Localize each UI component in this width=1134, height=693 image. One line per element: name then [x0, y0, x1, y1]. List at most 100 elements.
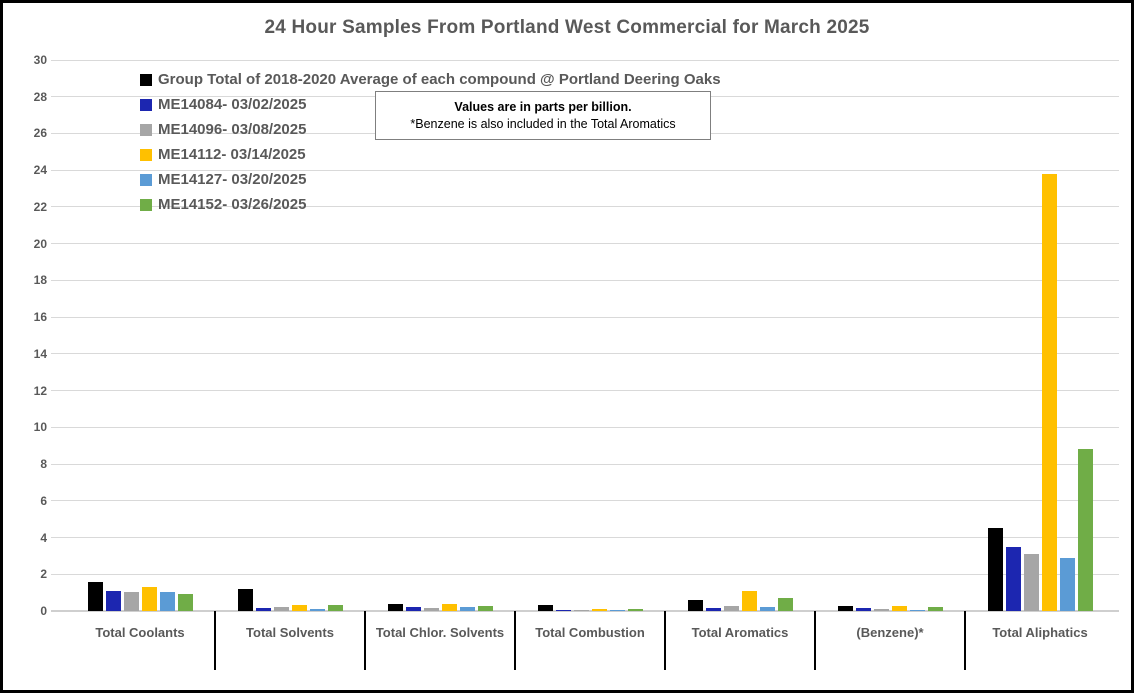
- bar-me14112: [141, 587, 157, 611]
- bar-me14152: [777, 598, 793, 611]
- y-gridline: [51, 463, 1119, 465]
- x-axis-category-label: Total Solvents: [246, 625, 334, 640]
- y-gridline: [51, 59, 1119, 61]
- bar-group: [237, 588, 253, 611]
- bar-group: [87, 581, 103, 611]
- bar-me14096: [1023, 554, 1039, 611]
- category-divider: [364, 611, 366, 670]
- bar-me14152: [927, 607, 943, 611]
- legend-item: ME14096- 03/08/2025: [140, 117, 721, 142]
- legend: Group Total of 2018-2020 Average of each…: [140, 67, 721, 217]
- y-gridline: [51, 390, 1119, 392]
- bar-me14096: [873, 609, 889, 611]
- y-axis-tick-label: 16: [33, 310, 47, 325]
- category-divider: [514, 611, 516, 670]
- bar-me14084: [705, 608, 721, 611]
- y-axis-tick-label: 24: [33, 163, 47, 178]
- bar-me14127: [309, 609, 325, 611]
- y-axis-tick-label: 2: [40, 567, 47, 582]
- y-axis-tick-label: 14: [33, 346, 47, 361]
- bar-me14084: [255, 608, 271, 611]
- category-divider: [964, 611, 966, 670]
- legend-label: ME14127- 03/20/2025: [158, 171, 307, 188]
- bar-me14084: [555, 610, 571, 611]
- bar-me14152: [627, 609, 643, 611]
- y-axis-tick-label: 30: [33, 53, 47, 67]
- category-divider: [214, 611, 216, 670]
- y-gridline: [51, 537, 1119, 539]
- legend-item: ME14084- 03/02/2025: [140, 92, 721, 117]
- bar-group: [537, 605, 553, 611]
- x-axis-category-label: Total Coolants: [95, 625, 185, 640]
- bar-me14096: [273, 607, 289, 611]
- bar-group: [987, 528, 1003, 611]
- bar-group: [687, 599, 703, 611]
- category-divider: [664, 611, 666, 670]
- y-gridline: [51, 169, 1119, 171]
- bar-me14127: [159, 591, 175, 611]
- legend-item: ME14152- 03/26/2025: [140, 192, 721, 217]
- bar-me14152: [177, 593, 193, 611]
- y-axis-tick-label: 4: [40, 530, 47, 545]
- y-axis-tick-label: 22: [33, 199, 47, 214]
- category-divider: [814, 611, 816, 670]
- bar-me14096: [723, 606, 739, 611]
- legend-item: ME14127- 03/20/2025: [140, 167, 721, 192]
- x-axis-category-label: Total Chlor. Solvents: [375, 625, 505, 640]
- bar-me14096: [573, 610, 589, 611]
- bar-me14084: [855, 608, 871, 611]
- bar-me14127: [459, 607, 475, 611]
- legend-label: ME14112- 03/14/2025: [158, 146, 306, 163]
- bar-me14096: [423, 608, 439, 611]
- bar-me14112: [741, 590, 757, 611]
- y-gridline: [51, 316, 1119, 318]
- legend-swatch-icon: [140, 148, 152, 161]
- bar-me14084: [1005, 546, 1021, 611]
- chart-title: 24 Hour Samples From Portland West Comme…: [264, 17, 870, 38]
- y-gridline: [51, 353, 1119, 355]
- legend-swatch-icon: [140, 198, 152, 211]
- legend-label: ME14084- 03/02/2025: [158, 96, 307, 113]
- y-axis-tick-label: 20: [33, 236, 47, 251]
- y-axis-tick-label: 26: [33, 126, 47, 141]
- bar-group: [387, 603, 403, 611]
- bar-me14127: [609, 610, 625, 611]
- legend-swatch-icon: [140, 73, 152, 86]
- bar-me14152: [327, 605, 343, 611]
- y-axis-tick-label: 8: [40, 457, 47, 472]
- bar-me14084: [105, 590, 121, 611]
- y-gridline: [51, 206, 1119, 208]
- x-axis-category-label: Total Combustion: [535, 625, 645, 640]
- bar-me14096: [123, 591, 139, 611]
- bar-me14112: [441, 603, 457, 611]
- legend-item: Group Total of 2018-2020 Average of each…: [140, 67, 721, 92]
- bar-group: [837, 606, 853, 611]
- annotation-box: Values are in parts per billion. *Benzen…: [375, 91, 711, 140]
- x-axis-category-label: Total Aromatics: [691, 625, 789, 640]
- y-axis-tick-label: 6: [40, 493, 47, 508]
- bar-me14112: [891, 606, 907, 611]
- bar-me14127: [1059, 557, 1075, 611]
- bar-me14152: [477, 606, 493, 611]
- y-axis-tick-label: 18: [33, 273, 47, 288]
- legend-swatch-icon: [140, 173, 152, 186]
- bar-me14112: [591, 609, 607, 611]
- y-axis-tick-label: 28: [33, 89, 47, 104]
- legend-label: Group Total of 2018-2020 Average of each…: [158, 71, 721, 88]
- bar-me14127: [909, 610, 925, 611]
- bar-me14112: [291, 604, 307, 611]
- bar-me14127: [759, 607, 775, 611]
- x-axis-category-label: (Benzene)*: [856, 625, 924, 640]
- x-axis-line: [51, 610, 1119, 612]
- annotation-line2: *Benzene is also included in the Total A…: [410, 117, 676, 131]
- y-axis-tick-label: 10: [33, 420, 47, 435]
- annotation-line1: Values are in parts per billion.: [454, 100, 632, 114]
- y-gridline: [51, 500, 1119, 502]
- legend-swatch-icon: [140, 123, 152, 136]
- y-axis-tick-label: 0: [40, 604, 47, 618]
- legend-item: ME14112- 03/14/2025: [140, 142, 721, 167]
- bar-me14112: [1041, 173, 1057, 611]
- bar-me14152: [1077, 449, 1093, 611]
- legend-label: ME14096- 03/08/2025: [158, 121, 307, 138]
